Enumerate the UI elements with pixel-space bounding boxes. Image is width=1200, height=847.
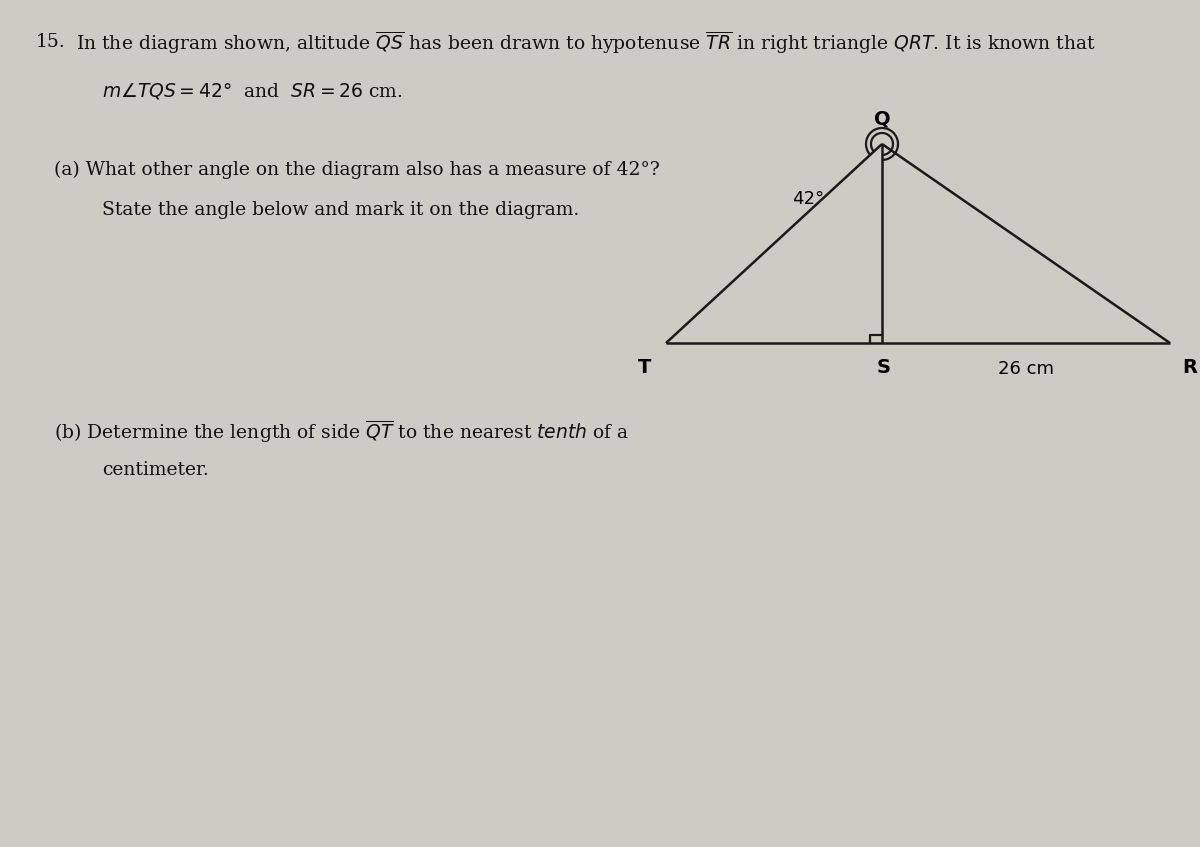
Text: (b) Determine the length of side $\overline{QT}$ to the nearest $\mathit{tenth}$: (b) Determine the length of side $\overl… xyxy=(54,418,629,446)
Text: R: R xyxy=(1182,358,1198,377)
Text: 42°: 42° xyxy=(792,190,824,208)
Text: 15.: 15. xyxy=(36,33,66,52)
Text: centimeter.: centimeter. xyxy=(102,461,209,479)
Text: 26 cm: 26 cm xyxy=(998,360,1054,378)
Text: S: S xyxy=(876,358,890,377)
Text: State the angle below and mark it on the diagram.: State the angle below and mark it on the… xyxy=(102,201,580,219)
Text: In the diagram shown, altitude $\overline{QS}$ has been drawn to hypotenuse $\ov: In the diagram shown, altitude $\overlin… xyxy=(76,29,1096,56)
Text: Q: Q xyxy=(874,110,890,129)
Text: $m\angle TQS = 42°$  and  $SR = 26$ cm.: $m\angle TQS = 42°$ and $SR = 26$ cm. xyxy=(102,80,403,101)
Text: T: T xyxy=(638,358,652,377)
Text: (a) What other angle on the diagram also has a measure of 42°?: (a) What other angle on the diagram also… xyxy=(54,160,660,179)
